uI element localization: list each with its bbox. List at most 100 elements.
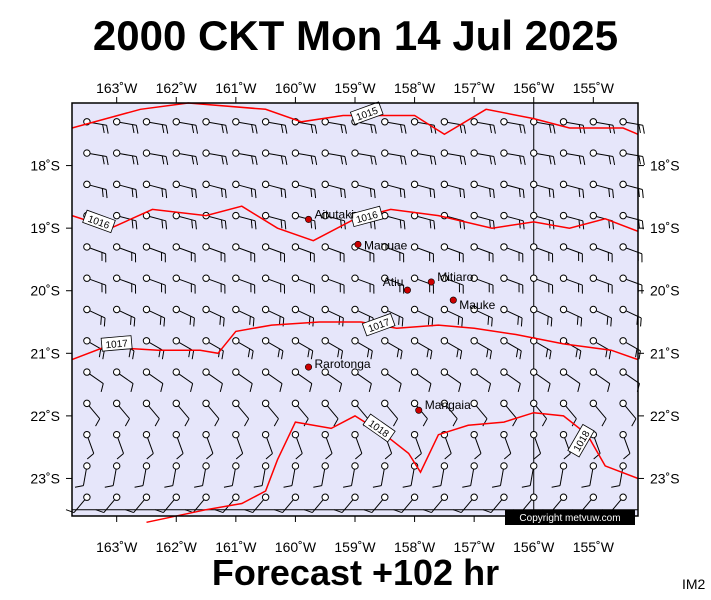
wind-station-circle [232, 149, 240, 157]
wind-shaft [119, 247, 136, 255]
wind-shaft [387, 153, 405, 158]
wind-barb-feather [551, 485, 561, 488]
wind-barb-feather [550, 317, 553, 327]
wind-shaft [252, 499, 264, 513]
wind-barb-feather [374, 156, 377, 166]
wind-station-circle [500, 274, 508, 282]
wind-barb [619, 211, 644, 230]
wind-barb-feather [343, 485, 352, 488]
wind-shaft [566, 215, 583, 222]
wind-barb-feather [428, 383, 432, 392]
wind-barb-feather [135, 189, 138, 199]
wind-barb-feather [519, 124, 522, 134]
wind-shaft [625, 278, 643, 286]
wind-shaft [298, 278, 315, 286]
wind-barb-feather [427, 316, 430, 325]
wind-station-circle [470, 399, 478, 408]
isobar-1018 [146, 411, 639, 524]
wind-barb-feather [131, 155, 135, 165]
wind-shaft [268, 184, 286, 191]
wind-station-circle [440, 462, 449, 470]
wind-shaft [238, 215, 256, 222]
wind-barb-feather [374, 125, 377, 134]
wind-shaft [446, 341, 462, 352]
wind-station-circle [261, 305, 270, 314]
wind-barb [351, 337, 373, 360]
wind-barb [83, 368, 104, 392]
wind-station-circle [321, 211, 329, 220]
wind-barb-feather [541, 418, 548, 427]
wind-shaft [149, 153, 167, 158]
wind-barb [530, 337, 552, 360]
wind-barb-feather [384, 453, 392, 460]
wind-shaft [179, 278, 196, 286]
wind-barb [521, 462, 538, 488]
wind-station-circle [142, 243, 151, 251]
wind-barb [321, 305, 344, 327]
wind-barb-feather [433, 125, 437, 134]
wind-barb [500, 305, 523, 327]
wind-barb-feather [433, 156, 437, 166]
wind-barb [470, 211, 495, 230]
wind-shaft [268, 278, 285, 286]
wind-shaft [237, 405, 250, 420]
wind-barb-feather [132, 350, 135, 360]
wind-barb-feather [251, 350, 254, 360]
wind-station-circle [112, 368, 121, 376]
wind-barb-feather [444, 453, 452, 460]
wind-barb-feather [125, 509, 134, 514]
place-dot [305, 363, 313, 371]
wind-shaft [208, 310, 225, 319]
wind-barb-feather [399, 219, 402, 229]
wind-barb-feather [307, 348, 310, 358]
wind-barb [172, 211, 197, 230]
wind-shaft [626, 215, 643, 222]
lon-label-top: 158˚W [394, 80, 436, 96]
wind-barb-feather [493, 125, 496, 134]
wind-station-circle [232, 399, 240, 408]
wind-barb [432, 462, 449, 488]
wind-barb-feather [184, 418, 190, 427]
wind-barb [261, 211, 287, 230]
wind-shaft [507, 121, 524, 126]
wind-shaft [387, 341, 403, 352]
wind-barb [321, 243, 345, 263]
wind-barb-feather [165, 220, 168, 230]
wind-barb-feather [281, 350, 284, 360]
wind-station-circle [291, 180, 300, 189]
wind-shaft [536, 184, 554, 191]
wind-shaft [506, 341, 522, 352]
wind-barb-feather [403, 125, 407, 134]
wind-station-circle [351, 399, 359, 408]
wind-barb-feather [193, 317, 195, 327]
wind-barb-feather [255, 125, 258, 134]
wind-barb-feather [459, 350, 463, 360]
wind-station-circle [440, 305, 449, 314]
wind-barb-feather [254, 220, 257, 230]
lon-label-top: 162˚W [156, 80, 198, 96]
place-dot [305, 215, 313, 223]
wind-station-circle [291, 211, 300, 220]
wind-barb [559, 243, 583, 263]
wind-station-circle [381, 243, 389, 251]
wind-station-circle [232, 368, 240, 376]
wind-shaft [177, 405, 190, 420]
wind-shaft [298, 121, 316, 126]
wind-barb-feather [549, 350, 552, 360]
wind-barb [619, 430, 631, 460]
wind-barb [83, 180, 108, 199]
wind-shaft [179, 215, 196, 222]
wind-station-circle [172, 180, 180, 189]
wind-barb [381, 305, 404, 327]
wind-barb-feather [160, 383, 164, 392]
wind-shaft [476, 373, 491, 384]
wind-shaft [447, 184, 464, 191]
wind-station-circle [381, 305, 389, 314]
wind-barb [321, 211, 346, 230]
lat-label-right: 22˚S [650, 408, 680, 424]
wind-station-circle [381, 493, 389, 501]
wind-barb [321, 368, 343, 392]
wind-shaft [357, 341, 373, 352]
wind-barb-feather [314, 220, 317, 230]
